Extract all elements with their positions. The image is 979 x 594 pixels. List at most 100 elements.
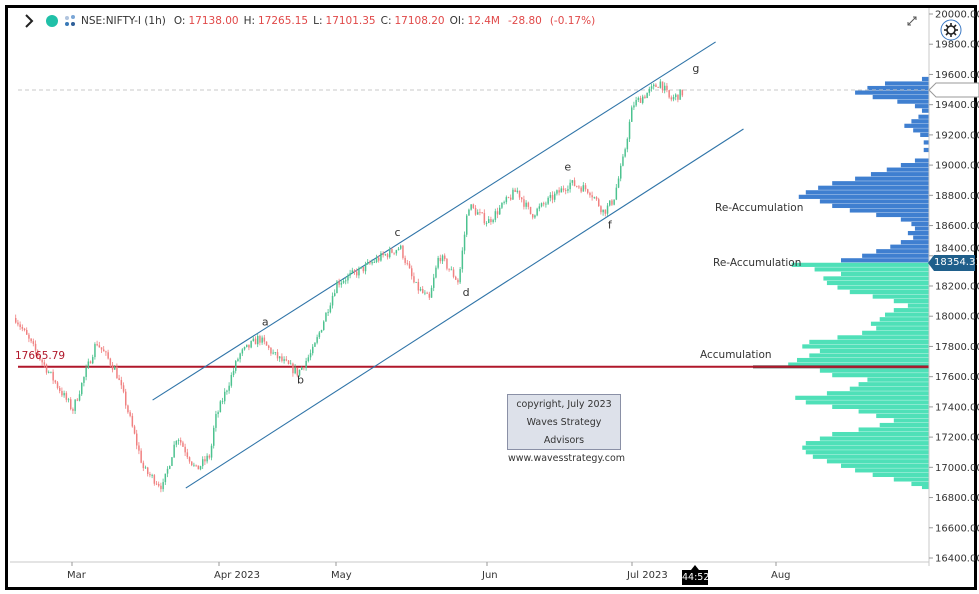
candle xyxy=(188,456,191,464)
candle xyxy=(171,456,173,466)
candle xyxy=(65,391,68,403)
candle xyxy=(318,330,321,339)
channel-lower-line[interactable] xyxy=(185,128,744,489)
volume-profile-bar xyxy=(920,132,929,137)
price-tick-label: 18600.00 xyxy=(935,221,979,232)
volume-profile-bar xyxy=(797,357,929,363)
candle xyxy=(30,338,32,344)
candle xyxy=(45,363,48,375)
candle xyxy=(397,246,400,251)
volume-profile-bar xyxy=(900,217,929,222)
volume-profile-bar xyxy=(876,326,929,331)
candle xyxy=(349,269,351,279)
candle xyxy=(543,201,545,207)
candle xyxy=(54,379,57,384)
candle xyxy=(263,334,266,345)
candle xyxy=(624,147,626,158)
candle xyxy=(162,478,164,492)
volume-profile-bar xyxy=(923,147,929,153)
candle xyxy=(307,354,310,363)
volume-profile-bar xyxy=(893,299,929,304)
candle xyxy=(259,334,261,346)
price-tick-label: 16800.00 xyxy=(935,493,979,504)
volume-profile-bar xyxy=(876,413,929,419)
volume-profile-bar xyxy=(867,85,929,91)
price-tick-label: 16600.00 xyxy=(935,523,979,534)
candle xyxy=(389,246,391,259)
candle xyxy=(239,352,241,363)
candle xyxy=(681,89,684,98)
price-tick-label: 18400.00 xyxy=(935,244,979,255)
candle xyxy=(664,82,666,94)
candle xyxy=(558,187,560,196)
channel-upper-line[interactable] xyxy=(152,41,716,401)
expand-icon[interactable] xyxy=(907,16,917,26)
candle xyxy=(422,286,424,294)
candle xyxy=(32,338,35,347)
candle xyxy=(415,281,417,283)
candle xyxy=(631,105,633,122)
chevron-right-icon[interactable] xyxy=(22,13,36,29)
candle xyxy=(147,466,149,477)
candle xyxy=(202,456,204,470)
price-axis[interactable]: 20000.00 19800.00 19600.00 19400.00 19200.00… xyxy=(929,10,979,565)
volume-profile-bar xyxy=(788,362,929,367)
candle xyxy=(435,265,437,279)
candle xyxy=(215,410,217,432)
wave-label-f: f xyxy=(608,219,613,232)
candle xyxy=(606,202,609,216)
candle xyxy=(463,231,466,255)
price-tick-label: 17600.00 xyxy=(935,372,979,383)
candle xyxy=(472,203,475,209)
candle xyxy=(408,261,411,269)
candle xyxy=(470,204,472,211)
candle xyxy=(175,440,178,448)
candle xyxy=(235,360,237,374)
candle xyxy=(89,360,92,364)
volume-profile-bar xyxy=(814,267,929,272)
high-value: 17265.15 xyxy=(258,15,309,27)
candle xyxy=(52,369,54,384)
candle xyxy=(116,363,118,379)
candle xyxy=(294,364,296,375)
price-axis-marker xyxy=(928,82,979,98)
price-tick-label: 17400.00 xyxy=(935,402,979,413)
candle xyxy=(107,349,109,360)
candle xyxy=(340,279,343,288)
candle xyxy=(342,279,345,284)
candle xyxy=(164,473,167,485)
candle xyxy=(129,410,131,418)
candle xyxy=(34,340,37,355)
candle xyxy=(221,397,224,405)
copyright-box: copyright, July 2023 Waves Strategy Advi… xyxy=(507,394,625,464)
volume-profile-bar xyxy=(855,176,929,181)
candle xyxy=(138,442,140,455)
candle xyxy=(41,358,43,366)
price-tick-label: 17200.00 xyxy=(935,433,979,444)
candle xyxy=(536,207,538,217)
candle xyxy=(595,196,598,201)
candle xyxy=(516,187,519,194)
volume-profile-bar xyxy=(818,185,929,190)
volume-profile-bar xyxy=(879,317,929,322)
candle xyxy=(292,362,294,377)
symbol-name[interactable]: NSE:NIFTY-I (1h) xyxy=(81,15,166,27)
time-axis[interactable]: Mar Apr 2023 May Jun Jul 2023 Aug xyxy=(67,562,791,581)
candle xyxy=(226,389,228,395)
volume-profile-bar xyxy=(819,199,929,204)
candle xyxy=(620,163,622,182)
candle xyxy=(417,278,420,294)
volume-profile-bar xyxy=(907,303,929,308)
candle xyxy=(81,382,83,396)
candle xyxy=(353,269,356,275)
candle xyxy=(331,292,334,309)
candle xyxy=(578,185,580,189)
candle xyxy=(276,349,279,361)
candle xyxy=(477,209,479,215)
volume-profile-bar xyxy=(885,312,929,317)
volume-profile-bar xyxy=(870,172,929,177)
settings-gear-icon[interactable] xyxy=(940,19,962,41)
volume-profile-bar xyxy=(886,167,929,172)
volume-profile-bar xyxy=(809,353,929,358)
